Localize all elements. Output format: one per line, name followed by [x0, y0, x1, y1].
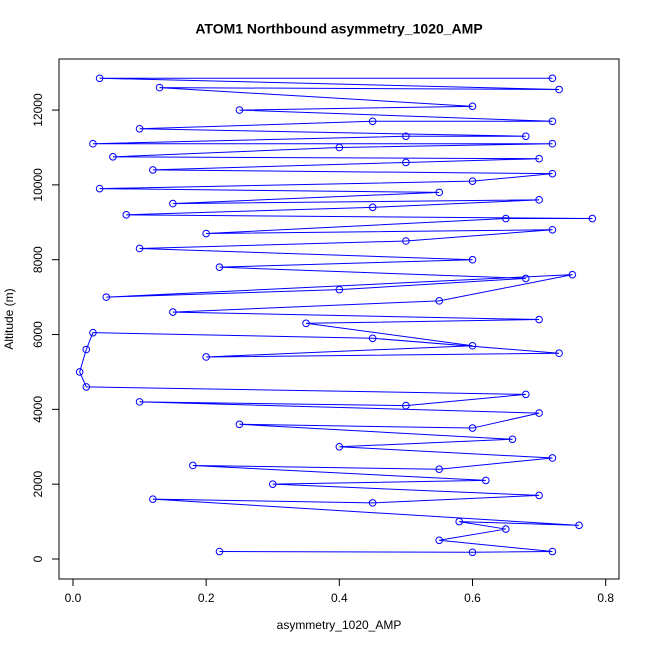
- point: [368, 117, 377, 126]
- point: [368, 499, 377, 507]
- y-tick-label: 2000: [31, 470, 45, 497]
- point: [402, 132, 410, 141]
- point: [82, 345, 91, 354]
- point: [548, 117, 557, 126]
- x-axis-label: asymmetry_1020_AMP: [277, 618, 402, 632]
- point: [468, 102, 477, 111]
- x-tick-label: 0.2: [198, 591, 215, 605]
- x-tick-label: 0.6: [464, 591, 481, 605]
- point: [368, 334, 377, 343]
- point: [548, 454, 557, 462]
- point: [435, 536, 444, 545]
- x-tick-label: 0.0: [65, 591, 82, 605]
- point: [468, 341, 477, 350]
- point: [95, 184, 104, 193]
- y-axis-label: Altitude (m): [2, 288, 16, 349]
- point: [575, 521, 583, 530]
- point: [502, 525, 510, 533]
- y-tick-label: 10000: [31, 168, 45, 202]
- point: [135, 244, 144, 253]
- point: [568, 270, 577, 279]
- point: [468, 548, 477, 557]
- point: [435, 188, 444, 197]
- point: [109, 153, 117, 161]
- point: [122, 211, 131, 219]
- point: [215, 547, 224, 556]
- y-tick-label: 4000: [31, 396, 45, 423]
- point: [535, 315, 543, 324]
- y-tick-label: 8000: [31, 246, 45, 273]
- point: [335, 442, 344, 451]
- point: [235, 106, 244, 114]
- point: [482, 476, 490, 485]
- point: [302, 319, 310, 328]
- point: [455, 517, 463, 526]
- point: [535, 154, 543, 163]
- point: [588, 214, 597, 223]
- x-tick-label: 0.4: [331, 591, 348, 605]
- point: [548, 139, 557, 148]
- y-tick-label: 12000: [31, 93, 45, 127]
- point: [268, 480, 277, 488]
- y-tick-label: 6000: [31, 321, 45, 348]
- point: [402, 158, 410, 167]
- point: [135, 398, 144, 406]
- point: [82, 383, 91, 391]
- point: [435, 465, 444, 474]
- point: [169, 199, 177, 208]
- y-tick-label: 0: [31, 555, 45, 562]
- point: [502, 214, 510, 223]
- point: [169, 308, 177, 316]
- point: [235, 420, 244, 429]
- point: [468, 255, 477, 264]
- point: [189, 461, 197, 470]
- point: [548, 547, 557, 556]
- point: [335, 143, 344, 152]
- point: [535, 196, 543, 204]
- point: [202, 229, 210, 238]
- point: [75, 368, 84, 376]
- point: [95, 74, 104, 83]
- point: [135, 124, 144, 133]
- point: [149, 495, 157, 503]
- point: [548, 74, 557, 83]
- point: [368, 203, 377, 212]
- point: [548, 169, 557, 178]
- point: [435, 297, 444, 305]
- point: [335, 285, 344, 294]
- chart-title: ATOM1 Northbound asymmetry_1020_AMP: [195, 21, 482, 37]
- series-line: [79, 77, 593, 553]
- point: [215, 263, 224, 271]
- point: [402, 237, 410, 245]
- x-tick-label: 0.8: [597, 591, 614, 605]
- point: [535, 409, 543, 417]
- point: [89, 328, 97, 337]
- point: [555, 85, 563, 94]
- point: [548, 225, 557, 234]
- point: [149, 166, 157, 174]
- point: [521, 274, 530, 283]
- point: [508, 435, 517, 444]
- point: [535, 491, 543, 500]
- point: [468, 177, 477, 185]
- point: [89, 139, 97, 148]
- point: [202, 353, 210, 361]
- point: [102, 293, 111, 301]
- point: [155, 83, 164, 92]
- point: [468, 424, 477, 432]
- point: [521, 132, 530, 141]
- point: [521, 390, 530, 399]
- point: [402, 401, 410, 410]
- point: [555, 349, 563, 358]
